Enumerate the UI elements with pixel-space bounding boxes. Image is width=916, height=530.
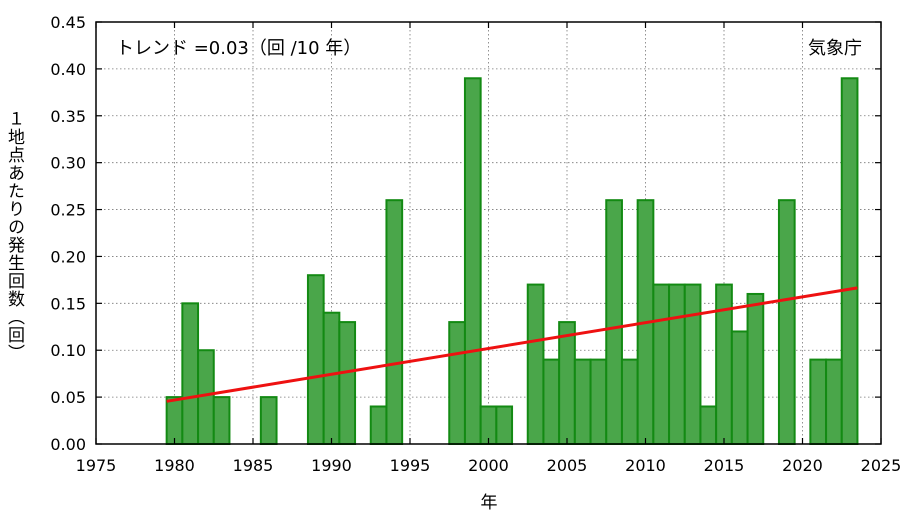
y-tick-label: 0.35 xyxy=(50,107,86,126)
bar xyxy=(212,396,231,446)
x-tick-label: 2005 xyxy=(547,456,588,475)
source-label: 気象庁 xyxy=(808,38,862,59)
bar xyxy=(668,283,686,446)
bar xyxy=(526,283,545,446)
y-axis-title: １地点あたりの発生回数（回） xyxy=(4,110,25,362)
x-tick-label: 1985 xyxy=(233,456,274,475)
x-tick-label: 1995 xyxy=(390,456,431,475)
x-tick-label: 2020 xyxy=(782,456,823,475)
bar xyxy=(322,311,341,446)
x-tick-labels: 1975 1980 1985 1990 1995 2000 2005 2010 2015 2020… xyxy=(76,456,902,475)
bar xyxy=(495,405,514,446)
x-tick-label: 1980 xyxy=(154,456,195,475)
x-tick-label: 1975 xyxy=(76,456,117,475)
bar xyxy=(181,302,200,446)
grid-lines xyxy=(96,22,881,444)
bar xyxy=(605,199,623,445)
bar xyxy=(385,199,404,445)
y-tick-label: 0.20 xyxy=(50,247,86,266)
bar xyxy=(825,358,843,446)
bar xyxy=(338,321,357,446)
bar xyxy=(165,396,184,446)
bar xyxy=(448,321,466,446)
bar xyxy=(259,396,278,446)
trend-line xyxy=(166,286,858,403)
trend-annotation: トレンド =0.03（回 /10 年） xyxy=(116,38,361,59)
y-tick-label: 0.15 xyxy=(50,294,86,313)
y-tick-label: 0.05 xyxy=(50,388,86,407)
x-tick-label: 2000 xyxy=(468,456,509,475)
axis-ticks xyxy=(95,21,882,445)
y-tick-label: 0.10 xyxy=(50,341,86,360)
bar-series xyxy=(165,77,859,446)
bar xyxy=(542,358,561,446)
y-tick-label: 0.00 xyxy=(50,435,86,454)
bar xyxy=(306,274,325,446)
bar xyxy=(746,292,765,446)
bar xyxy=(777,199,796,445)
x-axis-title: 年 xyxy=(481,493,498,513)
x-tick-label: 2010 xyxy=(625,456,666,475)
y-tick-label: 0.45 xyxy=(50,13,86,32)
bar xyxy=(463,77,482,446)
bar xyxy=(573,358,592,446)
bar xyxy=(809,358,828,446)
bar xyxy=(730,330,749,446)
bar xyxy=(558,321,576,446)
y-tick-label: 0.40 xyxy=(50,60,86,79)
bar xyxy=(369,405,388,446)
bar xyxy=(620,358,639,446)
bar xyxy=(589,358,608,446)
x-tick-label: 2025 xyxy=(861,456,902,475)
x-tick-label: 1990 xyxy=(311,456,352,475)
bar xyxy=(652,283,671,446)
bar xyxy=(683,283,702,446)
bar xyxy=(699,405,718,446)
y-tick-labels: 0.00 0.05 0.10 0.15 0.20 0.25 0.30 0.35 0.40 0.45 xyxy=(50,13,86,454)
bar xyxy=(840,77,859,446)
y-tick-label: 0.25 xyxy=(50,201,86,220)
x-tick-label: 2015 xyxy=(704,456,745,475)
y-tick-label: 0.30 xyxy=(50,154,86,173)
